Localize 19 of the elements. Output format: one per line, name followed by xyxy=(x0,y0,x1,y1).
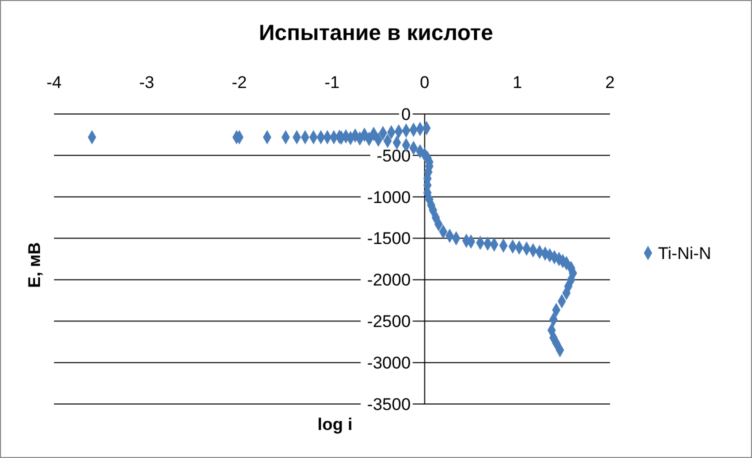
y-tick-label: -1500 xyxy=(367,229,411,248)
y-tick-label: -2000 xyxy=(367,270,411,290)
x-tick-label: 2 xyxy=(605,73,615,92)
x-tick-label: -4 xyxy=(46,73,62,92)
y-tick-label: 0 xyxy=(401,104,411,124)
y-tick-label: -3000 xyxy=(367,354,411,373)
x-tick-label: -3 xyxy=(139,73,154,92)
x-tick-label: -2 xyxy=(232,73,247,92)
y-tick-label: -500 xyxy=(376,146,411,166)
y-tick-label: -1000 xyxy=(367,188,411,207)
x-tick-label: 0 xyxy=(420,73,430,92)
x-tick-label: 1 xyxy=(512,73,522,92)
x-tick-label: -1 xyxy=(324,73,340,92)
x-axis-title: log i xyxy=(318,415,352,434)
chart-title: Испытание в кислоте xyxy=(258,20,494,45)
legend-label: Ti-Ni-N xyxy=(658,244,712,263)
y-tick-label: -2500 xyxy=(367,312,411,332)
y-axis-title: E, мВ xyxy=(25,242,44,288)
y-tick-label: -3500 xyxy=(367,394,411,414)
